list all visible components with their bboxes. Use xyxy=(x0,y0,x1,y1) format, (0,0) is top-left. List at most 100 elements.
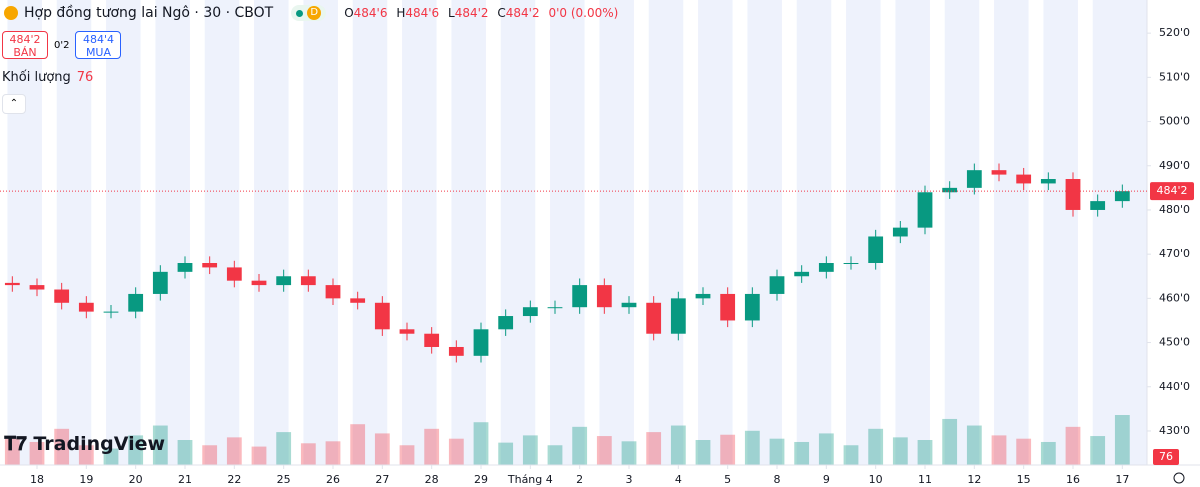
volume-bar xyxy=(843,445,859,465)
volume-bar xyxy=(547,445,563,465)
candle-body xyxy=(424,333,440,347)
session-gap xyxy=(91,0,107,465)
candle-body xyxy=(177,262,193,272)
y-tick-label: 450'0 xyxy=(1159,336,1190,349)
candle-body xyxy=(78,302,94,312)
buy-price: 484'4 xyxy=(82,33,114,46)
x-tick-label: 27 xyxy=(375,473,389,486)
x-tick-label: 22 xyxy=(227,473,241,486)
volume-bar xyxy=(670,425,686,465)
session-gap xyxy=(239,0,255,465)
volume-bar xyxy=(1114,415,1130,465)
volume-bar xyxy=(226,437,242,465)
sell-button[interactable]: 484'2 BÁN xyxy=(2,31,48,59)
y-tick-label: 470'0 xyxy=(1159,247,1190,260)
candle-body xyxy=(128,293,144,312)
x-tick-label: 28 xyxy=(425,473,439,486)
volume-bar xyxy=(917,440,933,465)
collapse-button[interactable]: ⌃ xyxy=(2,94,26,114)
y-tick-label: 440'0 xyxy=(1159,380,1190,393)
x-tick-label: 21 xyxy=(178,473,192,486)
session-gap xyxy=(485,0,501,465)
candle-body xyxy=(646,302,662,334)
volume-bar xyxy=(424,428,440,465)
header: Hợp đồng tương lai Ngô · 30 · CBOT D O48… xyxy=(4,5,623,21)
volume-legend: Khối lượng 76 xyxy=(2,70,93,85)
volume-bar xyxy=(646,432,662,465)
x-tick-label: 18 xyxy=(30,473,44,486)
session-gap xyxy=(535,0,551,465)
x-tick-label: 15 xyxy=(1017,473,1031,486)
status-badge[interactable]: D xyxy=(291,5,327,21)
candle-body xyxy=(276,276,292,286)
volume-bar xyxy=(325,441,341,465)
volume-bar xyxy=(794,441,810,465)
chart-title: Hợp đồng tương lai Ngô · 30 · CBOT xyxy=(24,5,274,21)
candle-body xyxy=(843,262,859,264)
volume-bar xyxy=(991,435,1007,465)
candle-body xyxy=(29,285,45,290)
volume-bar xyxy=(152,425,168,465)
sell-price: 484'2 xyxy=(9,33,41,46)
ohlc-label: L xyxy=(448,6,455,20)
session-gap xyxy=(979,0,995,465)
candle-body xyxy=(720,293,736,321)
buy-button[interactable]: 484'4 MUA xyxy=(75,31,122,59)
candle-body xyxy=(917,192,933,228)
volume-bar xyxy=(128,435,144,465)
ohlc: O484'6 H484'6 L484'2 C484'2 0'0 (0.00%) xyxy=(344,6,623,20)
ohlc-value: 484'2 xyxy=(454,6,489,20)
x-tick-label: 19 xyxy=(79,473,93,486)
session-gap xyxy=(140,0,156,465)
ohlc-label: H xyxy=(396,6,406,20)
candle-body xyxy=(152,271,168,294)
interval-badge: D xyxy=(307,6,322,20)
brand: TradingView xyxy=(33,433,166,455)
volume-bar xyxy=(448,438,464,465)
volume-bar xyxy=(29,441,45,465)
candle-body xyxy=(1114,191,1130,202)
volume-bar xyxy=(818,433,834,465)
volume-bar xyxy=(1090,436,1106,465)
volume-bar xyxy=(374,433,390,465)
trade-buttons: 484'2 BÁN 0'2 484'4 MUA xyxy=(2,31,122,59)
session-gap xyxy=(683,0,699,465)
candle-body xyxy=(868,236,884,263)
volume-bar xyxy=(276,432,292,465)
settings-icon[interactable] xyxy=(1173,472,1185,484)
y-tick-label: 480'0 xyxy=(1159,203,1190,216)
session-gap xyxy=(436,0,452,465)
volume-bar xyxy=(596,436,612,465)
volume-bar xyxy=(350,424,366,465)
volume-bar xyxy=(54,428,70,465)
volume-bar xyxy=(868,428,884,465)
volume-bar xyxy=(202,445,218,465)
x-tick-label: 3 xyxy=(626,473,633,486)
x-tick-label: 11 xyxy=(918,473,932,486)
x-tick-label: 29 xyxy=(474,473,488,486)
candle-body xyxy=(670,298,686,334)
session-gap xyxy=(831,0,847,465)
volume-bar xyxy=(473,422,489,465)
candle-body xyxy=(498,316,514,330)
candle-body xyxy=(350,298,366,303)
session-gap xyxy=(387,0,403,465)
volume-bar xyxy=(1040,441,1056,465)
brand-logo: 𝐓𝟕 TradingView xyxy=(4,433,166,455)
ohlc-label: C xyxy=(497,6,506,20)
candle-body xyxy=(621,302,637,308)
y-tick-label: 520'0 xyxy=(1159,26,1190,39)
ohlc-value: 484'6 xyxy=(405,6,440,20)
session-gap xyxy=(1028,0,1044,465)
volume-bar xyxy=(720,434,736,465)
y-tick-label: 430'0 xyxy=(1159,424,1190,437)
session-gap xyxy=(633,0,649,465)
x-tick-label: Tháng 4 xyxy=(507,473,553,486)
volume-bar xyxy=(522,435,538,465)
session-band xyxy=(0,0,1147,465)
volume-bar xyxy=(966,425,982,465)
volume-bar xyxy=(399,445,415,465)
session-gap xyxy=(1077,0,1093,465)
volume-bar xyxy=(1065,426,1081,465)
